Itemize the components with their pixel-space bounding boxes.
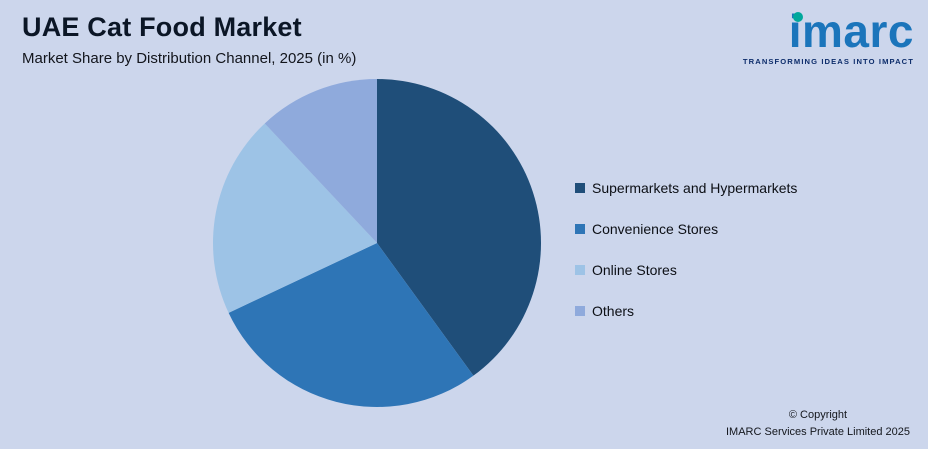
legend-label: Others [592, 303, 635, 319]
pie-slice-3 [212, 123, 377, 313]
legend-swatch-icon [575, 224, 585, 234]
imarc-logo: imarc TRANSFORMING IDEAS INTO IMPACT [734, 8, 914, 66]
copyright-note: © Copyright IMARC Services Private Limit… [726, 407, 910, 441]
pie-slice-4 [264, 79, 377, 243]
legend-swatch-icon [575, 306, 585, 316]
legend-swatch-icon [575, 265, 585, 275]
logo-wordmark: imarc [788, 5, 914, 57]
pie-chart-container [212, 78, 542, 408]
copyright-line2: IMARC Services Private Limited 2025 [725, 425, 910, 438]
pie-chart [212, 79, 542, 408]
copyright-line1: © Copyright [788, 408, 848, 421]
page-subtitle: Market Share by Distribution Channel, 20… [22, 50, 357, 67]
legend-label: Online Stores [592, 262, 677, 278]
legend-item: Convenience Stores [575, 221, 797, 237]
header: UAE Cat Food Market Market Share by Dist… [22, 12, 356, 67]
pie-slice-2 [228, 243, 474, 408]
page-title: UAE Cat Food Market [22, 12, 302, 42]
legend-label: Convenience Stores [592, 221, 719, 237]
logo-dot-icon [792, 12, 803, 22]
legend: Supermarkets and Hypermarkets Convenience… [575, 180, 797, 344]
legend-swatch-icon [575, 183, 585, 193]
legend-item: Online Stores [575, 262, 797, 278]
legend-item: Others [575, 303, 797, 319]
logo-wordmark-wrap: imarc [789, 8, 914, 54]
pie-slice-1 [377, 79, 542, 376]
logo-tagline: TRANSFORMING IDEAS INTO IMPACT [742, 57, 914, 66]
legend-item: Supermarkets and Hypermarkets [575, 180, 797, 196]
legend-label: Supermarkets and Hypermarkets [592, 180, 798, 196]
